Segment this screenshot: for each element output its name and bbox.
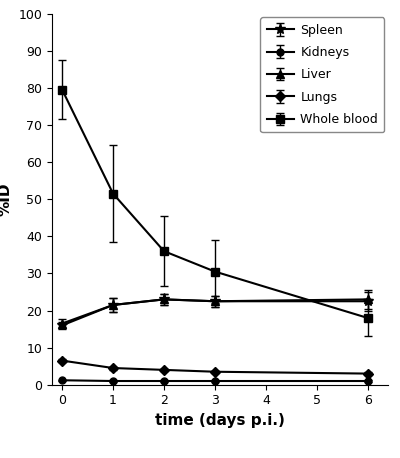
X-axis label: time (days p.i.): time (days p.i.) xyxy=(155,413,285,428)
Legend: Spleen, Kidneys, Liver, Lungs, Whole blood: Spleen, Kidneys, Liver, Lungs, Whole blo… xyxy=(260,17,384,132)
Y-axis label: %ID: %ID xyxy=(0,182,13,216)
